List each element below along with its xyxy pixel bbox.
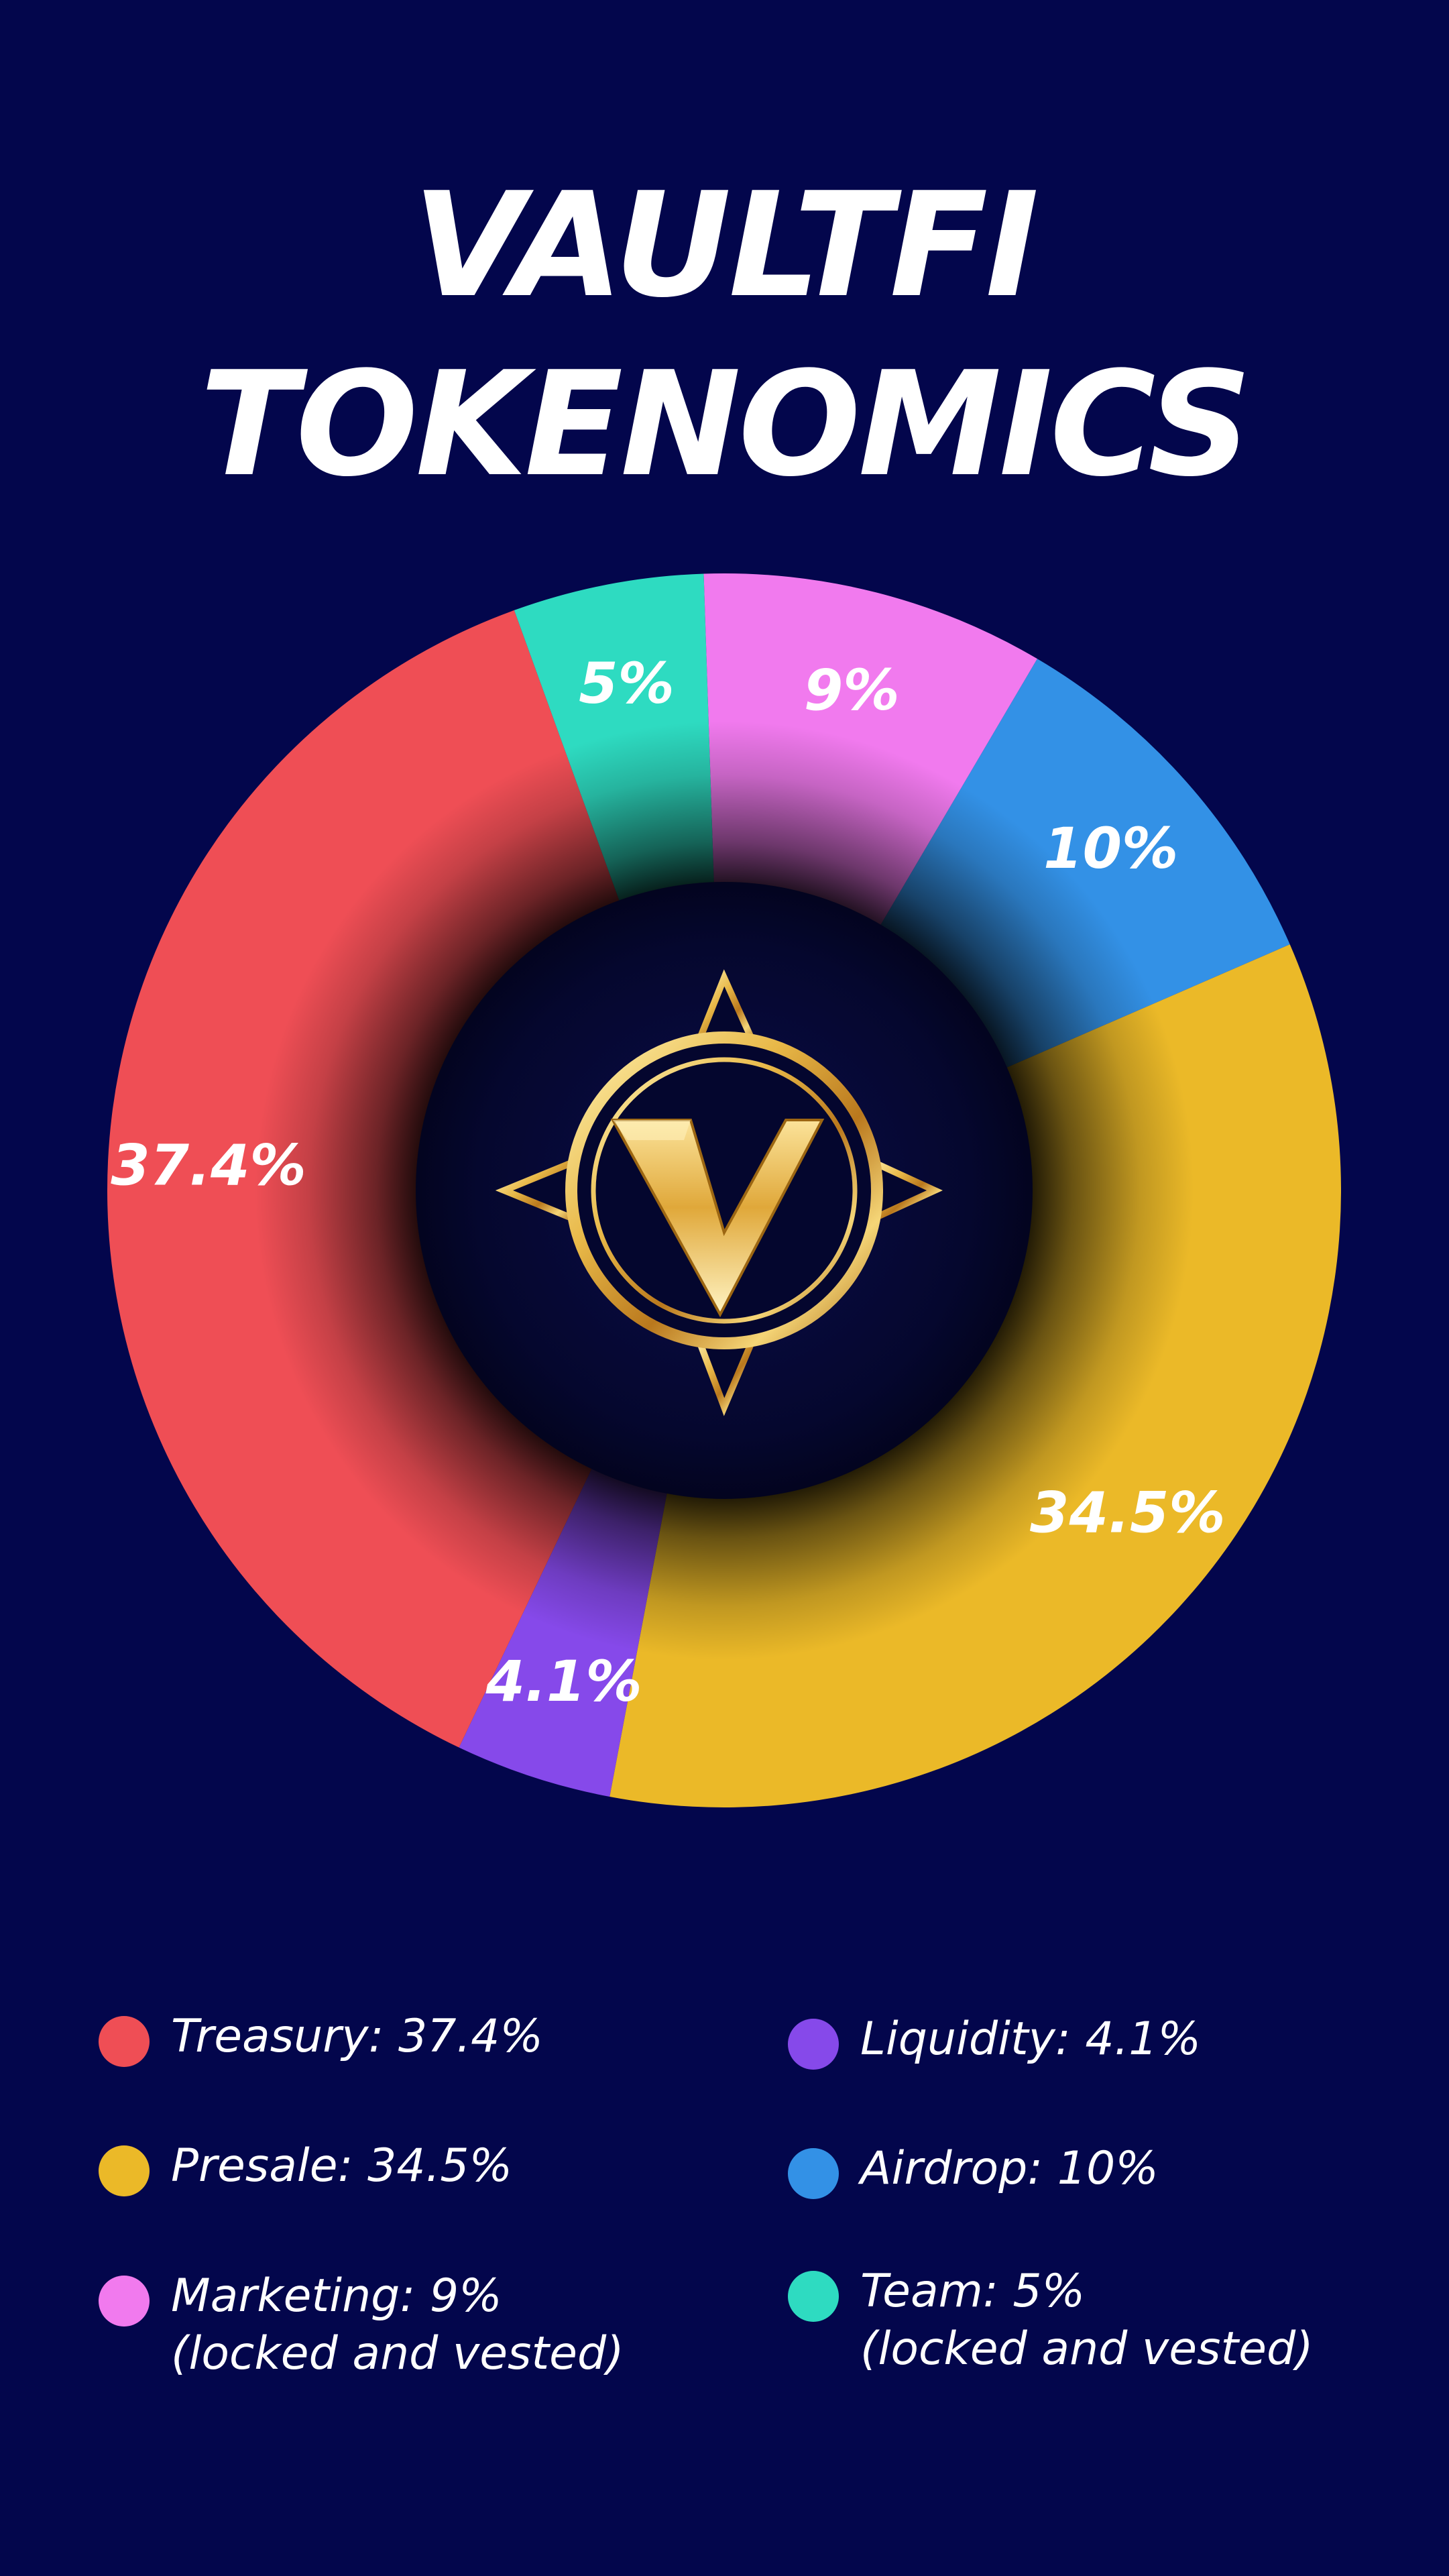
- legend-dot-team: [788, 2271, 839, 2322]
- slice-label-team: 5%: [579, 651, 675, 716]
- legend-note-team: (locked and vested): [860, 2322, 1314, 2375]
- title-line-1: VAULTFI: [412, 161, 1039, 329]
- slice-label-liquidity: 4.1%: [485, 1648, 642, 1714]
- legend-dot-presale: [99, 2145, 150, 2196]
- slice-label-presale: 34.5%: [1030, 1479, 1225, 1545]
- slice-label-airdrop: 10%: [1043, 816, 1178, 881]
- legend-label-airdrop: Airdrop: 10%: [860, 2142, 1159, 2195]
- slice-label-treasury: 37.4%: [111, 1133, 306, 1198]
- legend-label-team: Team: 5%: [860, 2265, 1086, 2318]
- legend-label-presale: Presale: 34.5%: [171, 2139, 513, 2192]
- legend-dot-liquidity: [788, 2019, 839, 2070]
- legend-dot-marketing: [99, 2276, 150, 2327]
- vaultfi-compass-v-logo: [495, 969, 943, 1416]
- legend-dot-treasury: [99, 2016, 150, 2067]
- title-line-2: TOKENOMICS: [200, 340, 1252, 508]
- legend-label-marketing: Marketing: 9%: [171, 2270, 502, 2322]
- slice-label-marketing: 9%: [804, 657, 900, 723]
- legend-label-liquidity: Liquidity: 4.1%: [860, 2013, 1202, 2066]
- legend-label-treasury: Treasury: 37.4%: [171, 2010, 543, 2063]
- legend-note-marketing: (locked and vested): [171, 2327, 624, 2380]
- legend-dot-airdrop: [788, 2148, 839, 2199]
